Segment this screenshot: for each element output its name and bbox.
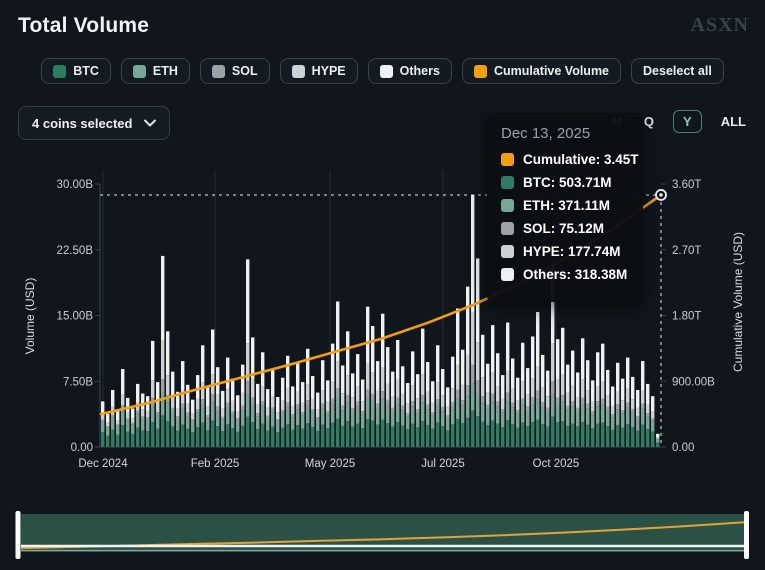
tooltip-row-hype: HYPE: 177.74M bbox=[501, 244, 629, 259]
x-axis-tick: May 2025 bbox=[305, 458, 356, 470]
legend-label: Cumulative Volume bbox=[493, 64, 610, 78]
right-axis-tick: 3.60T bbox=[672, 179, 701, 191]
crosshair bbox=[100, 189, 667, 447]
range-button-q[interactable]: Q bbox=[643, 114, 655, 129]
crosshair-marker bbox=[655, 189, 667, 201]
right-axis-tick: 900.00B bbox=[672, 376, 715, 388]
tooltip-value: BTC: 503.71M bbox=[523, 175, 612, 190]
app-header: Total Volume ASXN bbox=[18, 14, 749, 38]
chevron-down-icon bbox=[144, 119, 157, 127]
right-axis-title: Cumulative Volume (USD) bbox=[731, 232, 745, 372]
tooltip-row-cumulative: Cumulative: 3.45T bbox=[501, 152, 639, 167]
left-axis-tick: 22.50B bbox=[57, 245, 94, 257]
legend-toggle-btc[interactable]: BTC bbox=[41, 58, 111, 84]
left-axis-tick: 0.00 bbox=[71, 442, 93, 454]
range-button-y[interactable]: Y bbox=[673, 110, 702, 133]
tick-labels: 0.00 0.00 7.50B 900.00B 15.00B 1.80T 22.50B 2.7… bbox=[57, 179, 716, 470]
legend-label: SOL bbox=[231, 64, 258, 78]
x-axis-tick: Oct 2025 bbox=[533, 458, 580, 470]
tooltip-row-btc: BTC: 503.71M bbox=[501, 175, 629, 190]
left-axis-tick: 7.50B bbox=[63, 376, 93, 388]
tooltip-value: HYPE: 177.74M bbox=[523, 244, 621, 259]
tooltip-row-others: Others: 318.38M bbox=[501, 267, 629, 282]
main-chart[interactable]: 0.00 0.00 7.50B 900.00B 15.00B 1.80T 22.50B 2.7… bbox=[0, 145, 765, 495]
legend-label: HYPE bbox=[311, 64, 346, 78]
cumulative-swatch-icon bbox=[501, 153, 514, 166]
left-axis-tick: 15.00B bbox=[57, 311, 94, 323]
eth-swatch-icon bbox=[132, 64, 146, 78]
tooltip-value: ETH: 371.11M bbox=[523, 198, 611, 213]
legend-label: Others bbox=[399, 64, 440, 78]
brush-handle-left[interactable] bbox=[15, 511, 21, 559]
others-swatch-icon bbox=[501, 268, 514, 281]
asxn-logo: ASXN bbox=[690, 14, 749, 36]
btc-swatch-icon bbox=[53, 64, 67, 78]
tooltip-row-sol: SOL: 75.12M bbox=[501, 221, 629, 236]
tooltip-date: Dec 13, 2025 bbox=[501, 125, 591, 142]
coins-dropdown-label: 4 coins selected bbox=[32, 115, 133, 131]
right-axis-tick: 0.00 bbox=[672, 442, 694, 454]
x-axis-tick: Feb 2025 bbox=[191, 458, 240, 470]
chart-tooltip: Dec 13, 2025 Cumulative: 3.45T BTC: 503.7… bbox=[487, 113, 643, 302]
tooltip-value: SOL: 75.12M bbox=[523, 221, 605, 236]
right-axis-tick: 2.70T bbox=[672, 245, 701, 257]
sol-swatch-icon bbox=[501, 222, 514, 235]
tooltip-value: Cumulative: 3.45T bbox=[523, 152, 639, 167]
legend-toggle-hype[interactable]: HYPE bbox=[279, 58, 358, 84]
cumulative-swatch-icon bbox=[473, 64, 487, 78]
legend-toggle-sol[interactable]: SOL bbox=[199, 58, 270, 84]
minimap-brush[interactable] bbox=[0, 500, 765, 570]
range-button-all[interactable]: ALL bbox=[720, 114, 746, 129]
tooltip-value: Others: 318.38M bbox=[523, 267, 628, 282]
left-axis-title: Volume (USD) bbox=[23, 278, 37, 355]
legend-label: BTC bbox=[73, 64, 99, 78]
legend-toggle-eth[interactable]: ETH bbox=[120, 58, 190, 84]
x-axis-tick: Jul 2025 bbox=[421, 458, 464, 470]
right-axis-tick: 1.80T bbox=[672, 311, 701, 323]
legend-row: BTC ETH SOL HYPE Others Cumulative Volume Dese… bbox=[0, 58, 765, 84]
eth-swatch-icon bbox=[501, 199, 514, 212]
left-axis-tick: 30.00B bbox=[57, 179, 94, 191]
coins-dropdown[interactable]: 4 coins selected bbox=[18, 106, 171, 140]
deselect-all-button[interactable]: Deselect all bbox=[631, 58, 724, 84]
legend-toggle-cumulative[interactable]: Cumulative Volume bbox=[461, 58, 622, 84]
legend-toggle-others[interactable]: Others bbox=[367, 58, 452, 84]
volume-bars[interactable] bbox=[101, 194, 660, 448]
x-axis-tick: Dec 2024 bbox=[78, 458, 128, 470]
legend-label: ETH bbox=[152, 64, 178, 78]
btc-swatch-icon bbox=[501, 176, 514, 189]
brush-handle-right[interactable] bbox=[744, 511, 749, 559]
hype-swatch-icon bbox=[501, 245, 514, 258]
hype-swatch-icon bbox=[291, 64, 305, 78]
tooltip-row-eth: ETH: 371.11M bbox=[501, 198, 629, 213]
page-title: Total Volume bbox=[18, 14, 150, 37]
others-swatch-icon bbox=[379, 64, 393, 78]
sol-swatch-icon bbox=[211, 64, 225, 78]
